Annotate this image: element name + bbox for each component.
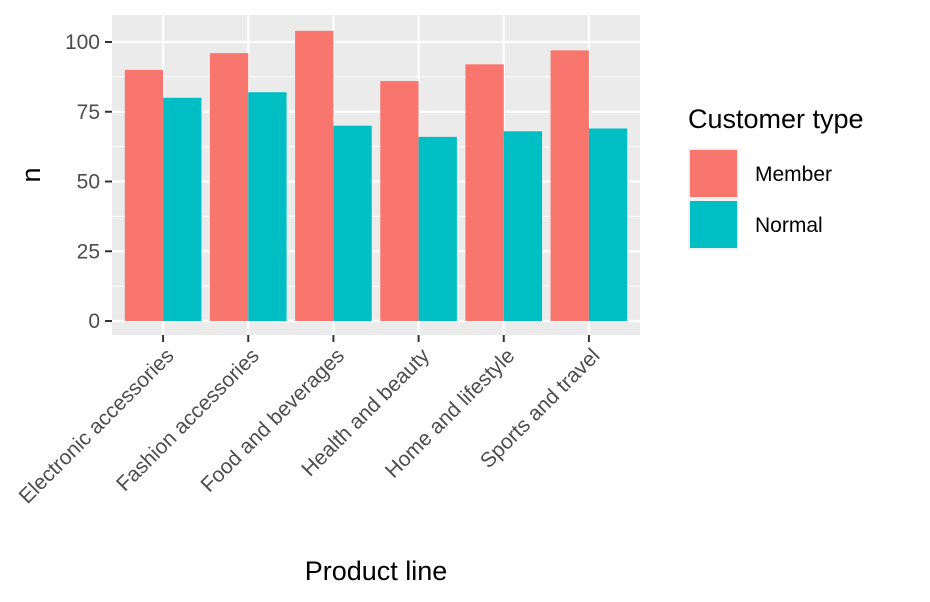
bar-member (380, 81, 419, 321)
bars (124, 30, 628, 322)
x-axis-title: Product line (305, 556, 448, 586)
y-tick-label: 75 (77, 101, 100, 124)
bar-member (465, 64, 504, 321)
bar-member (124, 69, 164, 322)
legend-swatch-member (690, 150, 737, 197)
bar-normal (503, 131, 543, 321)
bar-member (550, 50, 589, 322)
bar-member (209, 53, 249, 321)
legend: Customer type Member Normal (688, 104, 864, 250)
bar-normal (163, 97, 202, 321)
bar-normal (418, 136, 457, 321)
legend-swatch-normal (690, 201, 737, 248)
x-tick-label: Electronic accessories (15, 344, 179, 508)
bar-normal (588, 128, 628, 321)
y-tick-label: 25 (77, 240, 100, 263)
legend-label-member: Member (755, 163, 832, 186)
x-tick-label: Fashion accessories (112, 344, 264, 496)
y-tick-label: 0 (88, 310, 100, 333)
bar-normal (248, 92, 287, 321)
y-axis-title: n (16, 167, 46, 182)
legend-title: Customer type (688, 104, 864, 134)
x-tick-label: Food and beverages (196, 344, 348, 496)
bar-member (295, 30, 334, 322)
y-axis: 0 25 50 75 100 (65, 31, 112, 333)
y-tick-label: 100 (65, 31, 100, 54)
y-tick-label: 50 (77, 171, 100, 194)
bar-normal (333, 125, 372, 321)
legend-label-normal: Normal (755, 214, 823, 237)
